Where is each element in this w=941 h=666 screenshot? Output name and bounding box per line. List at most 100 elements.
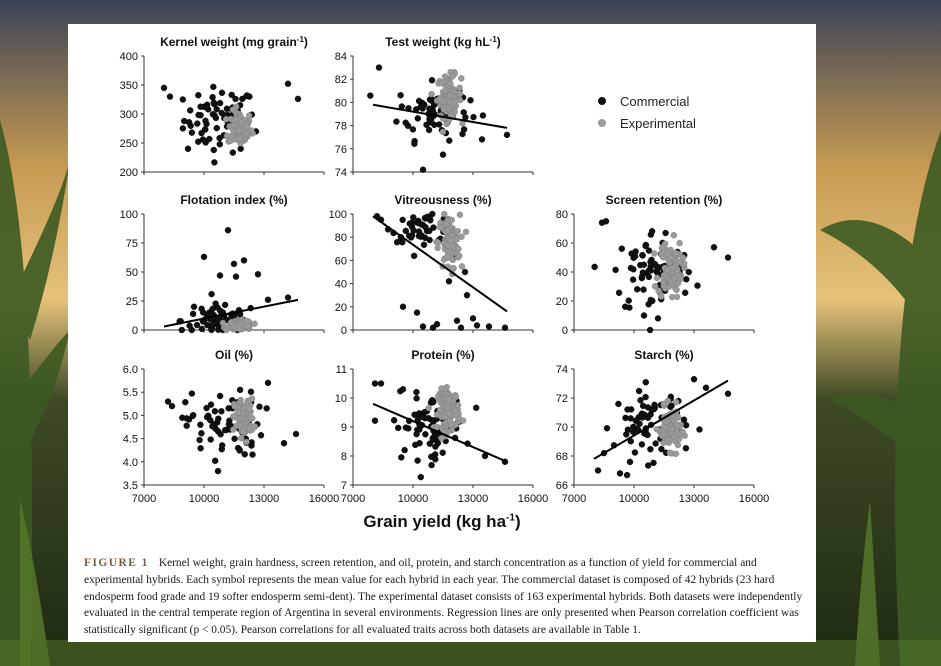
y-tick-label: 5.5 [123,387,138,399]
point-experimental [235,136,243,143]
point-commercial [439,151,447,158]
point-experimental [664,250,671,257]
point-commercial [231,435,238,442]
point-commercial [644,431,651,439]
point-commercial [417,473,424,481]
point-commercial [189,310,197,318]
point-commercial [209,111,217,118]
panel-title: Starch (%) [634,348,693,362]
point-commercial [654,315,662,322]
point-commercial [645,247,653,254]
point-experimental [668,425,675,433]
point-experimental [229,106,237,113]
point-experimental [451,407,459,414]
panel-title-end: ) [304,35,308,49]
y-tick-label: 25 [126,296,138,308]
x-tick-label: 16000 [739,493,770,505]
point-experimental [673,249,680,257]
point-commercial [414,457,421,464]
point-commercial [218,89,226,97]
point-experimental [222,115,230,123]
point-commercial [690,376,698,383]
point-experimental [673,398,680,406]
point-commercial [216,99,224,107]
point-commercial [202,117,209,125]
point-experimental [446,92,453,99]
point-commercial [642,393,649,401]
point-commercial [202,103,210,111]
point-commercial [429,324,437,331]
point-commercial [459,130,466,138]
scatter-panels: Kernel weight (mg grain-1)20025030035040… [120,35,770,505]
point-commercial [411,411,418,418]
point-commercial [212,425,219,433]
point-commercial [635,387,643,395]
point-commercial [263,405,270,412]
y-tick-label: 350 [120,80,138,92]
point-commercial [213,106,220,113]
point-commercial [198,430,205,437]
point-experimental [244,322,251,330]
panel-title: Protein (%) [411,348,474,362]
panel-6: Protein (%) 7 8 9 10 11 7000 10000 13000 16000 [335,348,549,505]
point-commercial [189,412,197,419]
point-experimental [235,416,243,423]
point-experimental [238,119,246,126]
point-experimental [428,90,435,98]
point-commercial [195,91,202,99]
point-experimental [447,237,455,244]
point-commercial [280,440,288,447]
y-tick-label: 400 [120,51,138,63]
x-tick-label: 7000 [341,493,365,505]
panel-5: Oil (%) 3.5 4.0 4.5 5.0 5.5 6.0 7000 10000 13000 1… [123,348,340,505]
y-tick-label: 66 [556,480,568,492]
point-commercial [166,93,174,100]
point-commercial [427,119,434,126]
point-experimental [456,90,463,98]
point-commercial [662,229,669,237]
point-commercial [640,312,648,319]
point-commercial [179,414,186,421]
point-commercial [439,449,446,456]
point-commercial [184,145,192,153]
y-tick-label: 74 [335,167,347,179]
point-commercial [682,445,690,452]
point-commercial [642,242,649,250]
point-experimental [223,132,231,140]
point-commercial [426,440,433,447]
point-experimental [447,80,454,87]
x-tick-label: 7000 [562,493,586,505]
point-commercial [179,125,187,132]
point-commercial [648,228,656,235]
x-axis-title-sup: -1 [506,512,515,524]
point-commercial [211,408,219,415]
y-tick-label: 20 [335,302,347,314]
point-commercial [207,401,215,408]
x-axis-title-text: Grain yield (kg ha [363,512,507,531]
point-commercial [428,77,436,84]
point-experimental [445,396,453,403]
point-commercial [616,470,624,477]
panel-title-end: ) [497,35,501,49]
y-tick-label: 0 [132,325,138,337]
point-experimental [436,396,443,403]
y-tick-label: 78 [335,121,347,133]
point-commercial [473,322,481,329]
point-commercial [410,252,418,260]
point-commercial [625,297,632,304]
point-experimental [456,211,464,219]
figure-card: Kernel weight (mg grain-1) 200 250 300 350 40… [68,24,816,642]
point-experimental [456,96,464,104]
point-commercial [631,449,639,456]
point-commercial [210,83,217,91]
y-tick-label: 0 [562,325,568,337]
point-commercial [264,379,272,387]
point-commercial [188,129,196,136]
point-commercial [618,245,625,252]
panel-7: Starch (%) 66 68 70 72 74 7000 10000 13000 16000 [556,348,770,505]
y-tick-label: 3.5 [123,480,138,492]
point-commercial [436,121,443,128]
point-commercial [377,380,385,387]
point-commercial [680,416,688,423]
point-commercial [694,282,701,289]
